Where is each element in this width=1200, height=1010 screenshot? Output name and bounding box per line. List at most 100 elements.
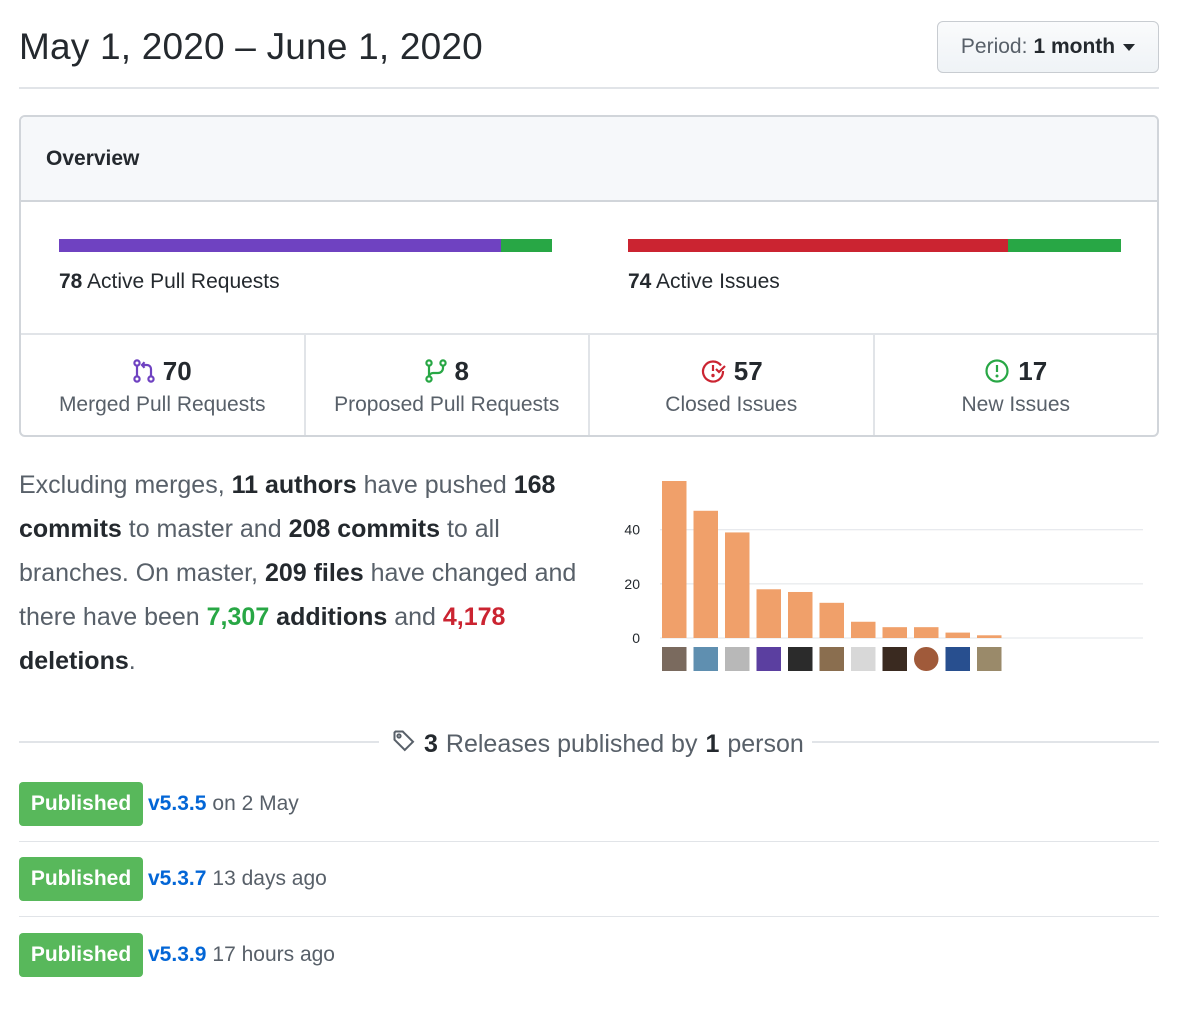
release-version-link[interactable]: v5.3.9 [148,942,207,966]
new-issues-value: 17 [1018,355,1048,386]
commits-by-author-chart: 0 20 40 [624,481,1143,671]
summary-text: have pushed [356,471,514,499]
git-pull-request-icon [424,359,447,383]
y-tick-label: 0 [632,630,640,646]
caret-down-icon [1123,43,1136,51]
summary-text: and [387,603,443,631]
releases-count: 3 [424,730,438,758]
author-avatar[interactable] [977,647,1002,671]
git-merge-icon [133,359,155,383]
commit-bar[interactable] [788,591,813,638]
active-pr-count: 78 [59,270,83,293]
files-changed-count: 209 files [264,559,364,587]
y-tick-label: 40 [624,522,640,538]
merged-prs-label: Merged Pull Requests [58,393,266,416]
release-version-link[interactable]: v5.3.5 [148,792,207,815]
active-issues-link[interactable]: 74 Active Issues [628,270,780,294]
overview-box: Overview 78 Active Pull Requests 74 Acti… [19,115,1159,437]
releases-people-count: 1 [705,730,720,758]
stat-merged-prs[interactable]: 70 Merged Pull Requests [21,335,306,435]
releases-summary: 3 Releases published by 1 person [384,729,812,760]
commit-bar[interactable] [756,589,782,638]
divider-line [794,741,1159,743]
authors-count: 11 authors [231,471,357,499]
merged-pr-segment [59,239,502,252]
commit-summary: Excluding merges, 11 authors have pushed… [19,463,579,683]
master-commits-count: 168 commits [19,471,556,543]
author-avatar[interactable] [819,647,845,671]
commit-bar[interactable] [725,532,750,638]
overview-stats: 70 Merged Pull Requests 8 Proposed Pull … [21,335,1157,435]
author-avatar[interactable] [914,647,939,671]
tag-icon [392,729,416,760]
published-badge: Published [19,932,143,977]
open-issues-segment [1007,239,1121,252]
stat-new-issues[interactable]: 17 New Issues [875,335,1158,435]
y-tick-label: 20 [624,576,640,592]
commit-bar[interactable] [819,602,845,638]
published-badge: Published [19,857,143,901]
releases-text: Releases published by [445,730,698,758]
merged-prs-value: 70 [162,355,192,386]
closed-issues-label: Closed Issues [665,393,798,416]
additions-word: additions [269,603,388,631]
open-pr-segment [501,239,552,252]
release-date: 13 days ago [212,867,327,890]
author-avatar[interactable] [756,647,782,671]
releases-divider: 3 Releases published by 1 person [19,725,1159,765]
proposed-prs-label: Proposed Pull Requests [334,393,560,416]
active-issues-label: Active Issues [656,270,780,293]
release-row: Published v5.3.7 13 days ago [19,842,1159,917]
author-avatar[interactable] [662,647,687,671]
all-commits-count: 208 commits [288,515,441,543]
overview-bars: 78 Active Pull Requests 74 Active Issues [21,202,1157,335]
additions-count: 7,307 [206,603,270,631]
commit-bar[interactable] [851,621,876,638]
issue-closed-icon [700,358,726,384]
author-avatar[interactable] [693,647,719,671]
release-date: on 2 May [212,792,299,815]
new-issues-label: New Issues [961,393,1071,416]
author-avatar[interactable] [851,647,876,671]
stat-proposed-prs[interactable]: 8 Proposed Pull Requests [306,335,590,435]
period-value: 1 month [1033,35,1116,58]
active-pull-requests-link[interactable]: 78 Active Pull Requests [59,270,280,294]
author-avatar[interactable] [882,647,908,671]
release-date: 17 hours ago [212,942,335,966]
overview-heading: Overview [21,117,1157,202]
summary-text: . [128,647,136,675]
deletions-word: deletions [19,647,129,675]
release-version-link[interactable]: v5.3.7 [148,867,207,890]
commit-bar[interactable] [693,510,719,638]
issues-bar[interactable] [628,239,1121,252]
commit-bar[interactable] [882,627,908,638]
page-header: May 1, 2020 – June 1, 2020 Period: 1 mon… [19,0,1159,89]
releases-text: person [727,730,804,758]
commit-bar[interactable] [977,635,1002,638]
closed-issues-segment [628,239,1008,252]
pull-requests-bar[interactable] [59,239,552,252]
published-badge: Published [19,782,143,826]
issue-opened-icon [984,358,1010,384]
stat-closed-issues[interactable]: 57 Closed Issues [590,335,875,435]
divider-line [19,741,379,743]
author-avatar[interactable] [788,647,813,671]
author-avatar[interactable] [725,647,750,671]
commit-bar[interactable] [662,481,687,638]
proposed-prs-value: 8 [454,355,469,386]
period-label: Period: [960,35,1028,58]
commit-bar[interactable] [945,632,971,638]
release-row: Published v5.3.9 17 hours ago [19,917,1159,992]
active-issues-count: 74 [628,270,652,293]
page-title: May 1, 2020 – June 1, 2020 [19,26,483,67]
summary-text: to master and [121,515,289,543]
active-pr-label: Active Pull Requests [87,270,280,293]
author-avatar[interactable] [945,647,971,671]
summary-text: have changed and there have been [19,559,577,631]
release-row: Published v5.3.5 on 2 May [19,767,1159,842]
summary-text: to all branches. On master, [19,515,500,587]
deletions-count: 4,178 [442,603,506,631]
commit-bar[interactable] [914,627,939,638]
summary-text: Excluding merges, [19,471,232,499]
period-dropdown-button[interactable]: Period: 1 month [937,21,1159,73]
